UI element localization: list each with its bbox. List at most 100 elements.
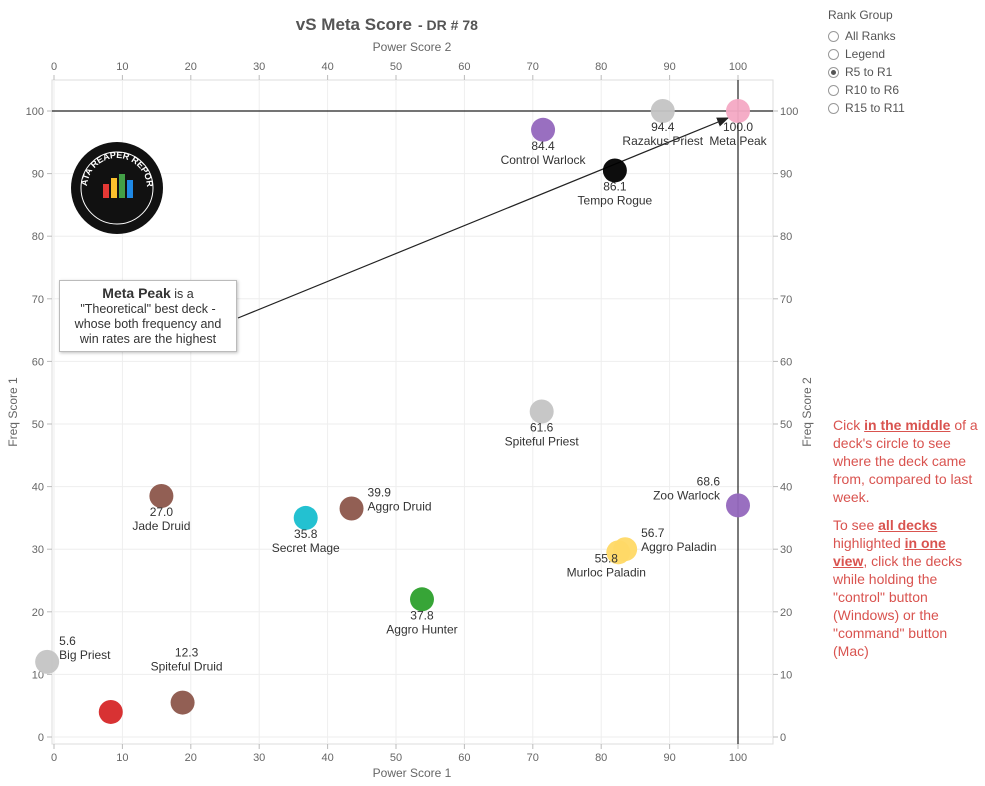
x2-tick-label: 70 bbox=[527, 61, 539, 73]
x2-tick-label: 100 bbox=[729, 61, 747, 73]
radio-icon[interactable] bbox=[828, 102, 839, 114]
rank-option-label: Legend bbox=[845, 47, 886, 61]
y2-tick-label: 0 bbox=[780, 732, 786, 744]
point-name-label: Aggro Druid bbox=[368, 500, 432, 514]
point-score-label: 86.1 bbox=[603, 179, 627, 193]
y-tick-label: 20 bbox=[32, 607, 44, 619]
point-jade-druid[interactable] bbox=[149, 483, 174, 508]
y2-tick-label: 70 bbox=[780, 294, 792, 306]
x2-tick-label: 90 bbox=[663, 61, 675, 73]
point-score-label: 12.3 bbox=[175, 646, 199, 660]
x-tick-label: 70 bbox=[527, 752, 539, 764]
point-score-label: 68.6 bbox=[697, 474, 721, 488]
x-tick-label: 30 bbox=[253, 752, 265, 764]
y2-tick-label: 50 bbox=[780, 419, 792, 431]
point-score-label: 39.9 bbox=[368, 486, 392, 500]
y-tick-label: 80 bbox=[32, 231, 44, 243]
x2-tick-label: 40 bbox=[321, 61, 333, 73]
point-score-label: 5.6 bbox=[59, 634, 76, 648]
plot-frame bbox=[51, 79, 774, 745]
x-tick-label: 60 bbox=[458, 752, 470, 764]
rank-option-r5-to-r1[interactable]: R5 to R1 bbox=[828, 63, 978, 81]
point-secret-mage[interactable] bbox=[293, 505, 318, 530]
point-control-warlock[interactable] bbox=[531, 117, 556, 142]
rank-group-title: Rank Group bbox=[828, 8, 893, 22]
y-tick-label: 90 bbox=[32, 169, 44, 181]
rank-group-filter: Rank Group All Ranks Legend R5 to R1 R10 to… bbox=[828, 8, 978, 117]
meta-peak-annotation: Meta Peak is a "Theoretical" best deck -… bbox=[59, 280, 237, 352]
data-reaper-logo-icon: DATA REAPER REPORT bbox=[66, 132, 165, 236]
x-tick-label: 50 bbox=[390, 752, 402, 764]
point-score-label: 56.7 bbox=[641, 526, 665, 540]
point-big-priest[interactable] bbox=[35, 649, 60, 674]
x-axis-title: Power Score 1 bbox=[373, 766, 452, 780]
point-name-label: Razakus Priest bbox=[622, 134, 703, 148]
y2-tick-label: 20 bbox=[780, 607, 792, 619]
point-score-label: 100.0 bbox=[723, 120, 753, 134]
y2-tick-label: 100 bbox=[780, 106, 798, 118]
point-score-label: 35.8 bbox=[294, 527, 318, 541]
point-name-label: Zoo Warlock bbox=[653, 488, 721, 502]
point-aggro-hunter[interactable] bbox=[409, 587, 434, 612]
point-unlabeled-deck[interactable] bbox=[98, 699, 123, 724]
rank-option-label: R5 to R1 bbox=[845, 65, 893, 79]
x-tick-label: 20 bbox=[185, 752, 197, 764]
instructions-p2: To see all decks highlighted in one view… bbox=[833, 517, 963, 659]
x2-tick-label: 50 bbox=[390, 61, 402, 73]
annotation-rest3: whose both frequency and bbox=[74, 317, 222, 331]
radio-icon[interactable] bbox=[828, 48, 839, 60]
x2-tick-label: 20 bbox=[185, 61, 197, 73]
annotation-rest2: "Theoretical" best deck - bbox=[80, 302, 216, 316]
point-tempo-rogue[interactable] bbox=[602, 158, 627, 183]
rank-option-all-ranks[interactable]: All Ranks bbox=[828, 27, 978, 45]
annotation-arrow bbox=[237, 117, 730, 319]
y2-tick-label: 40 bbox=[780, 482, 792, 494]
point-score-label: 37.8 bbox=[410, 608, 434, 622]
point-name-label: Big Priest bbox=[59, 648, 111, 662]
point-score-label: 84.4 bbox=[531, 139, 555, 153]
point-aggro-druid[interactable] bbox=[339, 496, 364, 521]
rank-option-legend[interactable]: Legend bbox=[828, 45, 978, 63]
rank-option-r15-to-r11[interactable]: R15 to R11 bbox=[828, 99, 978, 117]
instructions-p1: Cick in the middle of a deck's circle to… bbox=[833, 417, 978, 505]
y2-axis-title: Freq Score 2 bbox=[800, 377, 814, 447]
point-spiteful-priest[interactable] bbox=[529, 399, 554, 424]
y-tick-label: 10 bbox=[32, 669, 44, 681]
y2-tick-label: 30 bbox=[780, 544, 792, 556]
point-zoo-warlock[interactable] bbox=[726, 493, 750, 518]
x2-tick-label: 10 bbox=[116, 61, 128, 73]
point-name-label: Murloc Paladin bbox=[567, 565, 646, 579]
radio-icon[interactable] bbox=[828, 30, 839, 42]
annotation-bold: Meta Peak bbox=[102, 285, 171, 301]
radio-icon[interactable] bbox=[828, 84, 839, 96]
point-score-label: 94.4 bbox=[651, 120, 675, 134]
y-tick-label: 100 bbox=[26, 106, 44, 118]
point-name-label: Tempo Rogue bbox=[578, 193, 653, 207]
y-tick-label: 70 bbox=[32, 294, 44, 306]
x2-tick-label: 60 bbox=[458, 61, 470, 73]
chart-subtitle: - DR # 78 bbox=[418, 17, 478, 33]
point-razakus-priest[interactable] bbox=[650, 99, 675, 123]
x-tick-label: 10 bbox=[116, 752, 128, 764]
point-murloc-paladin[interactable] bbox=[606, 540, 631, 565]
point-spiteful-druid[interactable] bbox=[170, 690, 195, 715]
x-tick-label: 100 bbox=[729, 752, 747, 764]
rank-option-label: All Ranks bbox=[845, 29, 896, 43]
rank-option-label: R15 to R11 bbox=[845, 101, 905, 115]
y-tick-label: 60 bbox=[32, 356, 44, 368]
point-name-label: Secret Mage bbox=[272, 541, 340, 555]
rank-option-r10-to-r6[interactable]: R10 to R6 bbox=[828, 81, 978, 99]
point-name-label: Meta Peak bbox=[709, 134, 767, 148]
point-meta-peak[interactable] bbox=[726, 99, 750, 123]
radio-icon[interactable] bbox=[828, 66, 839, 78]
x-tick-label: 0 bbox=[51, 752, 57, 764]
y-axis-title: Freq Score 1 bbox=[6, 377, 20, 447]
y2-tick-label: 90 bbox=[780, 169, 792, 181]
x-tick-label: 40 bbox=[321, 752, 333, 764]
point-name-label: Aggro Paladin bbox=[641, 540, 716, 554]
y-tick-label: 50 bbox=[32, 419, 44, 431]
y-tick-label: 30 bbox=[32, 544, 44, 556]
point-name-label: Jade Druid bbox=[132, 519, 190, 533]
y2-tick-label: 10 bbox=[780, 669, 792, 681]
